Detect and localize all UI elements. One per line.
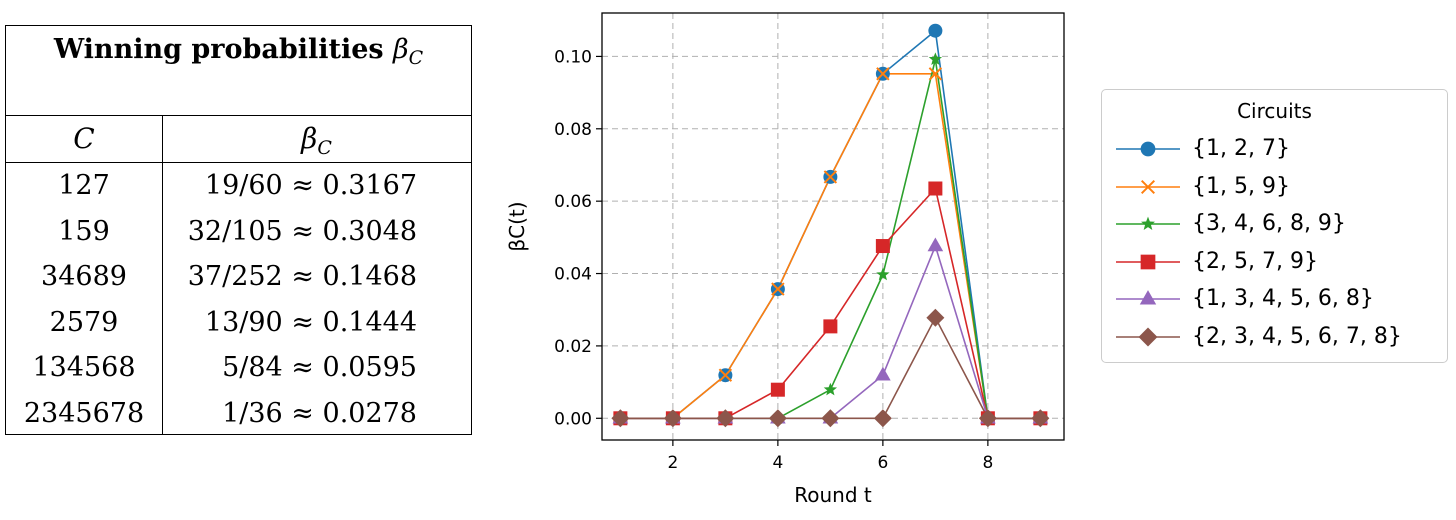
table-row: 159 32/105 ≈ 0.3048 [6, 213, 471, 259]
data-point [873, 409, 892, 428]
legend-entry: {1, 2, 7} [1110, 132, 1445, 168]
circuit-cell: 2345678 [23, 397, 145, 429]
data-point [663, 409, 682, 428]
legend-swatch [1116, 290, 1180, 305]
legend-entry: {2, 3, 4, 5, 6, 7, 8} [1110, 320, 1445, 356]
x-axis-label: Round t [794, 483, 872, 507]
y-tick-label: 0.08 [554, 120, 592, 140]
series-line-0 [620, 29, 1041, 420]
legend-swatch [1116, 216, 1180, 230]
legend-swatch-marker [1140, 254, 1156, 269]
x-tick-label: 4 [772, 453, 783, 473]
data-point [875, 239, 890, 254]
data-point [928, 181, 943, 196]
legend-swatch-marker [1141, 216, 1155, 230]
data-point [823, 319, 838, 334]
beta-cell: 32/105 ≈ 0.3048 [187, 215, 417, 247]
legend-swatch-marker [1138, 327, 1158, 346]
axis-ticks: 2 4 6 8 0.00 0.02 0.04 0.06 0.08 0.10 [554, 47, 993, 473]
legend-label: {2, 5, 7, 9} [1192, 248, 1318, 274]
data-point [926, 308, 945, 327]
series-line-1 [620, 72, 1041, 420]
legend-swatch-marker [1140, 141, 1156, 157]
legend-swatch [1116, 141, 1180, 157]
table-row: 2345678 1/36 ≈ 0.0278 [6, 395, 471, 441]
data-point [823, 382, 838, 396]
circuit-cell: 34689 [41, 261, 127, 292]
legend-swatch-marker [1140, 179, 1156, 194]
table-header-row: C βC [6, 116, 471, 163]
y-tick-label: 0.04 [554, 265, 592, 285]
legend-label: {2, 3, 4, 5, 6, 7, 8} [1192, 323, 1402, 349]
legend-swatch [1116, 327, 1180, 346]
data-point [823, 170, 838, 184]
table-row: 2579 13/90 ≈ 0.1444 [6, 304, 471, 350]
legend-swatch-marker [1139, 290, 1157, 305]
legend-label: {1, 3, 4, 5, 6, 8} [1192, 286, 1374, 311]
circuit-cell: 2579 [49, 306, 119, 338]
data-point [821, 409, 840, 428]
beta-over-rounds-chart: 2 4 6 8 0.00 0.02 0.04 0.06 0.08 0.10 Round t βC(… [505, 12, 1065, 507]
data-point [771, 282, 785, 296]
series-lines [620, 29, 1041, 420]
legend-label: {1, 5, 9} [1192, 173, 1290, 199]
data-point [928, 52, 943, 65]
data-point [718, 368, 733, 382]
data-point [876, 267, 890, 281]
data-point [875, 366, 891, 381]
column-header-beta: βC [301, 122, 332, 159]
beta-cell: 5/84 ≈ 0.0595 [222, 352, 417, 383]
grid-lines [602, 13, 1064, 440]
legend-swatch [1116, 179, 1180, 194]
table-row: 34689 37/252 ≈ 0.1468 [6, 258, 471, 304]
circuit-cell: 134568 [32, 352, 136, 383]
data-point [716, 409, 735, 428]
legend-swatch [1116, 254, 1180, 269]
legend-entry: {3, 4, 6, 8, 9} [1110, 207, 1445, 243]
table-row: 134568 5/84 ≈ 0.0595 [6, 349, 471, 395]
legend-entry: {2, 5, 7, 9} [1110, 245, 1445, 281]
data-point [768, 409, 787, 428]
x-tick-label: 2 [667, 453, 678, 473]
y-tick-label: 0.00 [554, 409, 592, 429]
circuit-cell: 159 [58, 215, 110, 247]
data-point [770, 382, 785, 397]
legend-label: {1, 2, 7} [1192, 136, 1290, 161]
legend-entry: {1, 3, 4, 5, 6, 8} [1110, 282, 1445, 318]
circuit-cell: 127 [58, 170, 110, 201]
chart-legend: Circuits {1, 2, 7} {1, 5, 9} {3, 4, 6, 8, … [1101, 89, 1448, 363]
data-point [928, 67, 943, 81]
data-point [611, 409, 630, 428]
beta-cell: 1/36 ≈ 0.0278 [222, 397, 417, 429]
beta-cell: 13/90 ≈ 0.1444 [204, 306, 417, 338]
data-point [1031, 409, 1050, 428]
data-point [978, 409, 997, 428]
table-column-divider [162, 116, 163, 434]
y-axis-label: βC(t) [505, 201, 529, 251]
series-markers [611, 23, 1050, 428]
y-tick-label: 0.06 [554, 192, 592, 212]
x-tick-label: 6 [877, 453, 888, 473]
x-tick-label: 8 [982, 453, 993, 473]
y-tick-label: 0.10 [554, 47, 592, 67]
plot-frame [601, 12, 1065, 441]
legend-label: {3, 4, 6, 8, 9} [1192, 211, 1346, 236]
data-point [876, 67, 890, 81]
data-point [927, 237, 944, 252]
beta-cell: 37/252 ≈ 0.1468 [187, 261, 417, 292]
table-row: 127 19/60 ≈ 0.3167 [6, 167, 471, 213]
table-title: Winning probabilities βC [6, 26, 471, 116]
data-point [928, 23, 943, 38]
table-body: 127 19/60 ≈ 0.3167 159 32/105 ≈ 0.3048 3… [6, 167, 471, 440]
beta-cell: 19/60 ≈ 0.3167 [204, 170, 417, 201]
legend-title: Circuits [1237, 99, 1312, 123]
y-tick-label: 0.02 [554, 337, 592, 357]
series-line-2 [620, 58, 1041, 420]
legend-entry: {1, 5, 9} [1110, 170, 1445, 206]
column-header-circuit: C [73, 122, 95, 155]
winning-probabilities-table: Winning probabilities βC C βC 127 19/60 … [5, 25, 472, 435]
